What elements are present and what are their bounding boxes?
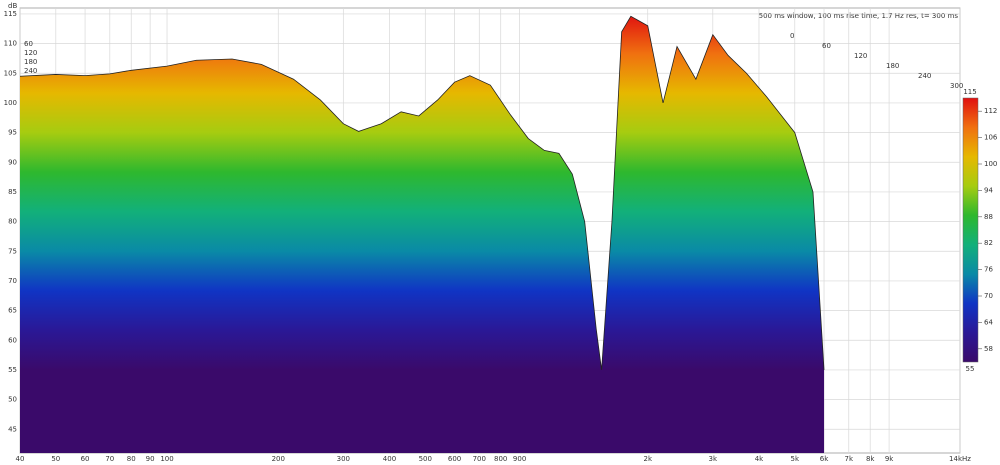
y-tick-label: 100: [4, 99, 17, 107]
y-tick-label: 55: [8, 366, 17, 374]
response-surface: [20, 16, 825, 453]
colorbar-tick-label: 100: [984, 160, 997, 168]
time-tick-label: 120: [854, 52, 867, 60]
y-tick-label: 45: [8, 425, 17, 433]
x-tick-label: 300: [337, 455, 350, 463]
x-tick-label: 900: [513, 455, 526, 463]
chart-title: 500 ms window, 100 ms rise time, 1.7 Hz …: [759, 12, 959, 20]
y-tick-label: 70: [8, 277, 17, 285]
time-tick-label: 60: [822, 42, 831, 50]
x-tick-label: 100: [160, 455, 173, 463]
time-tick-label: 180: [24, 58, 37, 66]
colorbar-tick-label: 88: [984, 213, 993, 221]
colorbar-tick-label: 82: [984, 239, 993, 247]
x-tick-label: 800: [494, 455, 507, 463]
time-tick-label: 240: [24, 67, 37, 75]
time-tick-label: 180: [886, 62, 899, 70]
colorbar-max: 115: [963, 88, 976, 96]
time-tick-label: 0: [790, 32, 794, 40]
x-tick-label: 200: [272, 455, 285, 463]
colorbar-tick-label: 112: [984, 107, 997, 115]
x-tick-label: 80: [127, 455, 136, 463]
x-tick-label: 5k: [791, 455, 800, 463]
time-tick-label: 60: [24, 40, 33, 48]
y-tick-label: 60: [8, 336, 17, 344]
x-tick-label: 400: [383, 455, 396, 463]
colorbar-tick-label: 94: [984, 186, 993, 194]
x-tick-label: 40: [16, 455, 25, 463]
colorbar-tick-label: 106: [984, 134, 998, 142]
response-line: [19, 15, 825, 370]
y-tick-label: 65: [8, 307, 17, 315]
x-tick-label: 6k: [820, 455, 829, 463]
time-tick-label: 300: [950, 82, 963, 90]
x-tick-label: 14kHz: [949, 455, 971, 463]
x-tick-label: 600: [448, 455, 461, 463]
x-tick-label: 2k: [643, 455, 652, 463]
y-tick-label: 75: [8, 247, 17, 255]
x-tick-label: 500: [419, 455, 432, 463]
x-tick-label: 50: [51, 455, 60, 463]
y-tick-label: 110: [4, 40, 17, 48]
x-tick-label: 700: [473, 455, 486, 463]
colorbar-min: 55: [966, 365, 975, 373]
colorbar-tick-label: 64: [984, 318, 993, 326]
y-tick-label: 85: [8, 188, 17, 196]
time-tick-label: 240: [918, 72, 931, 80]
x-tick-label: 90: [146, 455, 155, 463]
y-tick-label: 90: [8, 158, 17, 166]
y-tick-label: 50: [8, 396, 17, 404]
y-tick-label: 95: [8, 129, 17, 137]
time-tick-label: 120: [24, 49, 37, 57]
colorbar-tick-label: 70: [984, 292, 993, 300]
x-tick-label: 4k: [755, 455, 764, 463]
colorbar-tick-label: 58: [984, 345, 993, 353]
x-tick-label: 7k: [845, 455, 854, 463]
x-tick-label: 3k: [709, 455, 718, 463]
x-tick-label: 70: [105, 455, 114, 463]
y-axis-label: dB: [8, 2, 17, 10]
y-tick-label: 105: [4, 69, 17, 77]
y-tick-label: 115: [4, 10, 17, 18]
colorbar-tick-label: 76: [984, 266, 993, 274]
x-tick-label: 60: [81, 455, 90, 463]
y-tick-label: 80: [8, 218, 17, 226]
x-tick-label: 9k: [885, 455, 894, 463]
x-tick-label: 8k: [866, 455, 875, 463]
colorbar: [962, 97, 979, 363]
